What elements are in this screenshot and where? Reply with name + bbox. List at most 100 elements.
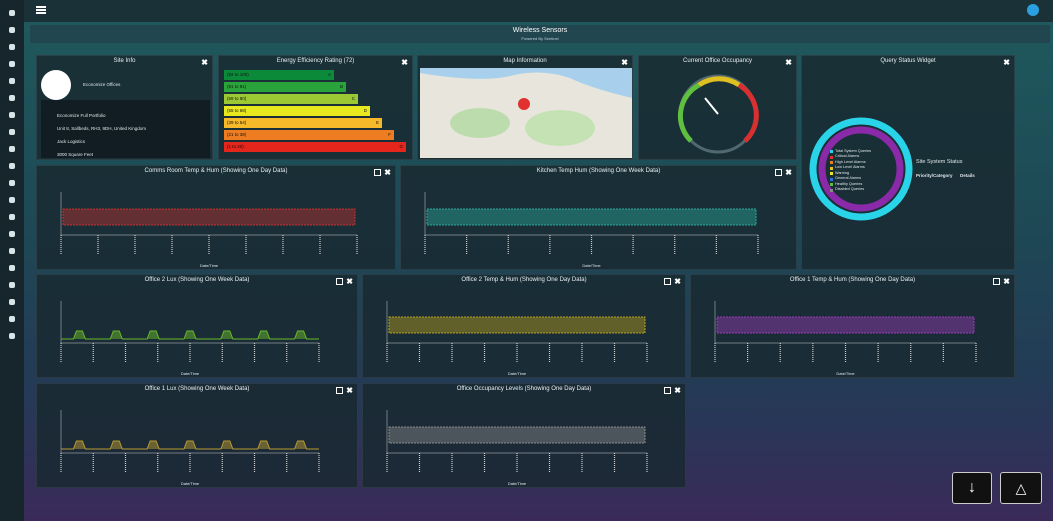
- chart-area: Date/Time: [386, 301, 648, 376]
- data-band: [62, 208, 356, 226]
- legend-swatch: [830, 172, 833, 175]
- chart-settings-icon[interactable]: [664, 278, 671, 285]
- chart-area: Date/Time: [60, 192, 358, 268]
- user-avatar[interactable]: [1027, 4, 1039, 16]
- sidebar-icon[interactable]: [9, 112, 15, 118]
- chart-area: Date/Time: [714, 301, 977, 376]
- sidebar-icon[interactable]: [9, 44, 15, 50]
- close-icon[interactable]: ✖: [346, 277, 353, 286]
- sidebar-icon[interactable]: [9, 282, 15, 288]
- energy-band: (69 to 80) C: [224, 94, 358, 104]
- close-icon[interactable]: ✖: [401, 58, 408, 67]
- band-range: (92 to 100): [227, 72, 249, 77]
- info-box: [41, 100, 210, 158]
- sidebar-icon[interactable]: [9, 78, 15, 84]
- widget-title: Office 2 Lux (Showing One Week Data): [144, 277, 250, 283]
- close-icon[interactable]: ✖: [384, 168, 391, 177]
- close-icon[interactable]: ✖: [785, 168, 792, 177]
- sidebar-icon[interactable]: [9, 95, 15, 101]
- download-button[interactable]: ↓: [952, 472, 992, 504]
- chart-settings-icon[interactable]: [993, 278, 1000, 285]
- widget-title: Query Status Widget: [880, 58, 936, 64]
- donut-outer: [809, 117, 913, 221]
- sidebar-icon[interactable]: [9, 146, 15, 152]
- close-icon[interactable]: ✖: [785, 58, 792, 67]
- menu-icon[interactable]: [36, 6, 46, 8]
- site-info-item: Economize Full Portfolio: [57, 113, 106, 118]
- gauge-arc-green: [677, 82, 701, 143]
- gauge-arc-red: [737, 82, 759, 143]
- band-range: (21 to 38): [227, 132, 247, 137]
- sidebar-icon[interactable]: [9, 197, 15, 203]
- legend-entry: High Level Alarms: [835, 159, 866, 164]
- energy-band: (92 to 100) A: [224, 70, 334, 80]
- band-grade: B: [339, 84, 343, 89]
- sidebar: [0, 0, 24, 521]
- chart-widget: Office 2 Lux (Showing One Week Data) ✖ Dat…: [36, 274, 358, 378]
- chart-area: Date/Time: [60, 301, 320, 376]
- x-axis-label: Date/Time: [508, 371, 527, 376]
- widget-title: Office 2 Temp & Hum (Showing One Day Dat…: [461, 277, 587, 283]
- close-icon[interactable]: ✖: [1003, 277, 1010, 286]
- top-bar: [24, 0, 1053, 22]
- close-icon[interactable]: ✖: [674, 277, 681, 286]
- sidebar-icon[interactable]: [9, 265, 15, 271]
- sidebar-icon[interactable]: [9, 316, 15, 322]
- widget-title: Map Information: [503, 58, 547, 64]
- band-grade: F: [388, 132, 391, 137]
- energy-band: (81 to 91) B: [224, 82, 346, 92]
- band-grade: G: [399, 144, 403, 149]
- close-icon[interactable]: ✖: [201, 58, 208, 67]
- sidebar-icon[interactable]: [9, 214, 15, 220]
- sidebar-icon[interactable]: [9, 299, 15, 305]
- donut: [809, 117, 913, 221]
- close-icon[interactable]: ✖: [346, 386, 353, 395]
- sidebar-icon[interactable]: [9, 27, 15, 33]
- sidebar-icon[interactable]: [9, 231, 15, 237]
- sidebar-icon[interactable]: [9, 180, 15, 186]
- sidebar-icon[interactable]: [9, 333, 15, 339]
- system-status-title: Site System Status: [916, 159, 963, 165]
- query-status-widget: Query Status Widget ✖ Total System Queries…: [801, 55, 1015, 270]
- close-icon[interactable]: ✖: [674, 386, 681, 395]
- band-range: (55 to 68): [227, 108, 247, 113]
- site-name: Economize Offices: [83, 82, 121, 87]
- status-column: Details: [960, 173, 975, 178]
- energy-band: (1 to 20) G: [224, 142, 406, 152]
- chart-settings-icon[interactable]: [775, 169, 782, 176]
- band-range: (1 to 20): [227, 144, 244, 149]
- chart-area: Date/Time: [386, 410, 648, 486]
- add-widget-button[interactable]: △: [1000, 472, 1042, 504]
- chart-settings-icon[interactable]: [336, 278, 343, 285]
- sidebar-icon[interactable]: [9, 129, 15, 135]
- sidebar-icon[interactable]: [9, 248, 15, 254]
- chart-area: Date/Time: [424, 192, 759, 268]
- gauge-needle: [704, 97, 719, 115]
- legend-entry: Low Level Alarms: [835, 165, 865, 169]
- legend-entry: Healthy Queries: [835, 181, 863, 186]
- legend-swatch: [830, 183, 833, 186]
- chart-settings-icon[interactable]: [336, 387, 343, 394]
- widget-title: Office 1 Temp & Hum (Showing One Day Dat…: [789, 277, 916, 283]
- close-icon[interactable]: ✖: [1003, 58, 1010, 67]
- sidebar-icon[interactable]: [9, 10, 15, 16]
- park: [525, 110, 595, 146]
- map-pin: [518, 98, 530, 110]
- close-icon[interactable]: ✖: [621, 58, 628, 67]
- map[interactable]: [420, 68, 632, 158]
- gauge: [677, 74, 759, 154]
- sidebar-icon[interactable]: [9, 61, 15, 67]
- legend-swatch: [830, 166, 833, 170]
- header-bar: Wireless Sensors Powered By Sentinel: [30, 25, 1050, 43]
- park: [450, 108, 510, 138]
- chart-settings-icon[interactable]: [374, 169, 381, 176]
- x-axis-label: Date/Time: [836, 371, 855, 376]
- donut-inner: [818, 126, 904, 212]
- widget-title: Office 1 Lux (Showing One Week Data): [144, 386, 250, 392]
- sidebar-icon[interactable]: [9, 163, 15, 169]
- header-subtitle: Powered By Sentinel: [521, 36, 559, 41]
- widget-title: Kitchen Temp Hum (Showing One Week Data): [536, 168, 661, 174]
- site-info-item: Unit 8, Sallbeds, RH3, 9DH, United Kingd…: [57, 126, 147, 131]
- chart-settings-icon[interactable]: [664, 387, 671, 394]
